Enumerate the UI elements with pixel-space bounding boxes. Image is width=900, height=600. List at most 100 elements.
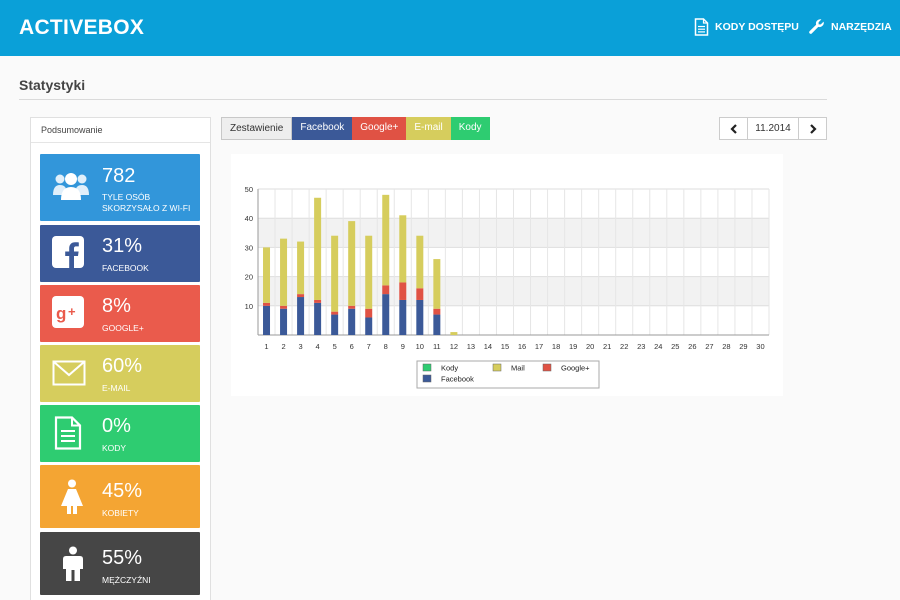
summary-panel-header: Podsumowanie	[31, 118, 210, 143]
x-tick-label: 28	[722, 342, 730, 351]
stat-label: KOBIETY	[102, 508, 139, 518]
bar-facebook	[416, 299, 424, 335]
x-tick-label: 24	[654, 342, 662, 351]
wrench-icon	[809, 19, 824, 34]
man-icon	[63, 546, 83, 581]
x-tick-label: 17	[535, 342, 543, 351]
bar-google-plus	[416, 288, 424, 300]
bar-google-plus	[399, 282, 407, 300]
nav-tools[interactable]: NARZĘDZIA	[808, 18, 892, 35]
bar-facebook	[297, 297, 305, 335]
document-icon	[694, 18, 709, 36]
page-title: Statystyki	[19, 77, 86, 93]
x-tick-label: 9	[401, 342, 405, 351]
nav-tools-label: NARZĘDZIA	[831, 20, 892, 33]
bar-facebook	[382, 294, 390, 335]
x-tick-label: 26	[688, 342, 696, 351]
tab-codes[interactable]: Kody	[450, 117, 490, 140]
y-tick-label: 10	[245, 302, 253, 311]
x-tick-label: 22	[620, 342, 628, 351]
x-tick-label: 27	[705, 342, 713, 351]
stat-value: 782	[102, 165, 136, 187]
stat-card-men[interactable]: 55% MĘŻCZYŹNI	[40, 532, 200, 595]
legend-swatch	[492, 363, 502, 372]
x-tick-label: 20	[586, 342, 594, 351]
stat-value: 0%	[102, 415, 131, 437]
legend-label: Google+	[561, 364, 590, 373]
bar-facebook	[331, 314, 339, 335]
users-icon	[53, 173, 89, 200]
tab-google-plus[interactable]: Google+	[352, 117, 407, 140]
x-tick-label: 6	[350, 342, 354, 351]
bar-google-plus	[365, 308, 373, 318]
x-tick-label: 30	[756, 342, 764, 351]
x-tick-label: 10	[416, 342, 424, 351]
stat-value: 45%	[102, 480, 143, 502]
current-month: 11.2014	[747, 118, 799, 139]
y-tick-label: 20	[245, 273, 253, 282]
bar-facebook	[348, 308, 356, 335]
stats-chart: 10 20 30 40 50 1 2 3 4 5 6 7 8 9 10 11 12 13 14 15 16 17 18 19 2…	[231, 154, 783, 396]
stat-label: FACEBOOK	[102, 263, 149, 273]
filter-tabs: Zestawienie Facebook Google+ E-mail Kody	[221, 117, 490, 140]
stat-card-email[interactable]: 60% E-MAIL	[40, 345, 200, 402]
next-month-button[interactable]	[799, 118, 826, 139]
stat-label: GOOGLE+	[102, 323, 144, 333]
bar-facebook	[314, 302, 322, 335]
app-logo[interactable]: ACTIVEBOX	[19, 16, 145, 39]
x-tick-label: 18	[552, 342, 560, 351]
x-tick-label: 25	[671, 342, 679, 351]
bar-mail	[416, 235, 424, 289]
bar-facebook	[263, 305, 271, 335]
chevron-right-icon	[809, 123, 817, 134]
stat-value: 60%	[102, 355, 143, 377]
bar-mail	[382, 194, 390, 286]
tab-facebook[interactable]: Facebook	[292, 117, 353, 140]
nav-access-codes[interactable]: KODY DOSTĘPU	[694, 18, 799, 36]
bar-facebook	[433, 314, 441, 335]
stat-card-facebook[interactable]: 31% FACEBOOK	[40, 225, 200, 282]
stat-label: KODY	[102, 443, 127, 453]
bar-google-plus	[314, 299, 322, 303]
bar-google-plus	[433, 308, 441, 315]
stat-label: E-MAIL	[102, 383, 131, 393]
legend-label: Facebook	[441, 375, 474, 384]
bar-mail	[348, 221, 356, 306]
nav-access-codes-label: KODY DOSTĘPU	[715, 21, 799, 33]
title-divider	[19, 99, 827, 100]
y-tick-label: 30	[245, 243, 253, 252]
x-tick-label: 19	[569, 342, 577, 351]
x-tick-label: 23	[637, 342, 645, 351]
bar-mail	[314, 197, 322, 300]
x-tick-label: 21	[603, 342, 611, 351]
x-tick-label: 2	[281, 342, 285, 351]
chevron-left-icon	[729, 123, 737, 134]
legend-label: Kody	[441, 364, 458, 373]
bar-mail	[263, 247, 271, 303]
google-plus-icon: g +	[52, 296, 84, 328]
x-tick-label: 7	[367, 342, 371, 351]
stat-value: 8%	[102, 295, 131, 317]
legend-label: Mail	[511, 364, 525, 373]
bar-mail	[399, 215, 407, 283]
x-tick-label: 3	[298, 342, 302, 351]
x-tick-label: 14	[484, 342, 492, 351]
bar-google-plus	[297, 294, 305, 298]
y-tick-label: 40	[245, 214, 253, 223]
legend-swatch	[422, 374, 432, 383]
stat-card-codes[interactable]: 0% KODY	[40, 405, 200, 462]
tab-email[interactable]: E-mail	[406, 117, 451, 140]
x-tick-label: 1	[264, 342, 268, 351]
facebook-icon	[52, 236, 84, 268]
bar-mail	[365, 235, 373, 309]
x-tick-label: 11	[433, 342, 441, 351]
tab-summary[interactable]: Zestawienie	[221, 117, 293, 140]
stat-card-women[interactable]: 45% KOBIETY	[40, 465, 200, 528]
x-tick-label: 5	[333, 342, 337, 351]
stat-card-google-plus[interactable]: g + 8% GOOGLE+	[40, 285, 200, 342]
prev-month-button[interactable]	[720, 118, 747, 139]
x-tick-label: 29	[739, 342, 747, 351]
stat-card-wifi-users[interactable]: 782 TYLE OSÓB SKORZYSAŁO Z WI-FI	[40, 154, 200, 221]
x-tick-label: 4	[316, 342, 320, 351]
